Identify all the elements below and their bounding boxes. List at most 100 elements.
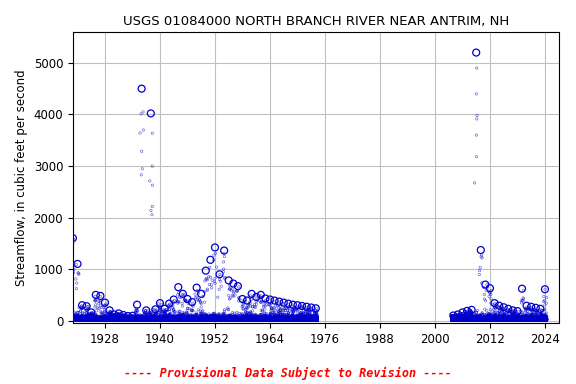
Point bbox=[296, 316, 305, 322]
Point bbox=[72, 316, 81, 322]
Point bbox=[215, 313, 224, 319]
Point bbox=[183, 306, 192, 312]
Point bbox=[284, 316, 293, 322]
Point bbox=[156, 317, 165, 323]
Point bbox=[101, 316, 110, 323]
Point bbox=[468, 317, 478, 323]
Point bbox=[306, 316, 315, 323]
Point bbox=[90, 315, 100, 321]
Point bbox=[489, 315, 498, 321]
Point bbox=[63, 316, 73, 322]
Point bbox=[524, 317, 533, 323]
Point bbox=[241, 317, 250, 323]
Point bbox=[454, 317, 464, 323]
Point bbox=[463, 317, 472, 323]
Point bbox=[120, 316, 130, 322]
Point bbox=[81, 317, 90, 323]
Point bbox=[151, 311, 161, 317]
Point bbox=[120, 317, 129, 323]
Point bbox=[183, 317, 192, 323]
Point bbox=[235, 316, 244, 322]
Point bbox=[486, 316, 495, 323]
Point bbox=[449, 313, 458, 319]
Point bbox=[132, 316, 142, 322]
Point bbox=[486, 317, 495, 323]
Point bbox=[272, 316, 282, 322]
Point bbox=[221, 317, 230, 323]
Point bbox=[502, 316, 511, 322]
Point bbox=[302, 316, 311, 323]
Point bbox=[541, 317, 551, 323]
Point bbox=[526, 317, 535, 323]
Point bbox=[482, 316, 491, 323]
Point bbox=[210, 317, 219, 323]
Point bbox=[256, 317, 266, 323]
Point bbox=[124, 316, 133, 323]
Point bbox=[462, 317, 471, 323]
Point bbox=[122, 317, 131, 323]
Point bbox=[505, 316, 514, 322]
Point bbox=[479, 316, 488, 322]
Point bbox=[453, 317, 462, 323]
Point bbox=[462, 312, 471, 318]
Point bbox=[69, 315, 78, 321]
Point bbox=[470, 316, 479, 322]
Point bbox=[163, 314, 172, 321]
Point bbox=[475, 313, 484, 319]
Point bbox=[510, 316, 519, 323]
Point bbox=[134, 317, 143, 323]
Point bbox=[91, 317, 100, 323]
Point bbox=[450, 317, 460, 323]
Point bbox=[540, 315, 549, 321]
Point bbox=[97, 317, 106, 323]
Point bbox=[273, 312, 282, 318]
Point bbox=[103, 317, 112, 323]
Point bbox=[67, 316, 76, 323]
Point bbox=[138, 316, 147, 323]
Point bbox=[127, 317, 136, 323]
Point bbox=[283, 317, 293, 323]
Point bbox=[268, 317, 278, 323]
Point bbox=[293, 305, 302, 311]
Point bbox=[262, 317, 271, 323]
Point bbox=[517, 316, 526, 323]
Point bbox=[120, 317, 129, 323]
Point bbox=[467, 316, 476, 323]
Point bbox=[214, 316, 223, 322]
Point bbox=[238, 317, 247, 323]
Point bbox=[480, 291, 489, 298]
Point bbox=[287, 316, 296, 322]
Point bbox=[94, 316, 104, 323]
Point bbox=[262, 316, 271, 322]
Point bbox=[297, 316, 306, 323]
Point bbox=[457, 317, 467, 323]
Point bbox=[464, 317, 473, 323]
Point bbox=[286, 316, 295, 323]
Point bbox=[282, 317, 291, 323]
Point bbox=[513, 317, 522, 323]
Point bbox=[88, 317, 97, 323]
Point bbox=[166, 317, 175, 323]
Point bbox=[129, 316, 138, 323]
Point bbox=[244, 317, 253, 323]
Point bbox=[306, 316, 316, 322]
Point bbox=[89, 317, 98, 323]
Point bbox=[537, 317, 546, 323]
Point bbox=[478, 316, 487, 322]
Point bbox=[117, 316, 126, 322]
Point bbox=[160, 317, 169, 323]
Point bbox=[119, 316, 128, 323]
Point bbox=[448, 317, 457, 323]
Point bbox=[523, 317, 532, 323]
Point bbox=[209, 317, 218, 323]
Point bbox=[74, 316, 83, 323]
Point bbox=[181, 313, 191, 319]
Point bbox=[83, 316, 92, 323]
Point bbox=[160, 316, 169, 322]
Point bbox=[528, 317, 537, 323]
Point bbox=[452, 316, 461, 322]
Point bbox=[97, 317, 107, 323]
Point bbox=[211, 316, 221, 322]
Point bbox=[531, 317, 540, 323]
Point bbox=[207, 315, 217, 321]
